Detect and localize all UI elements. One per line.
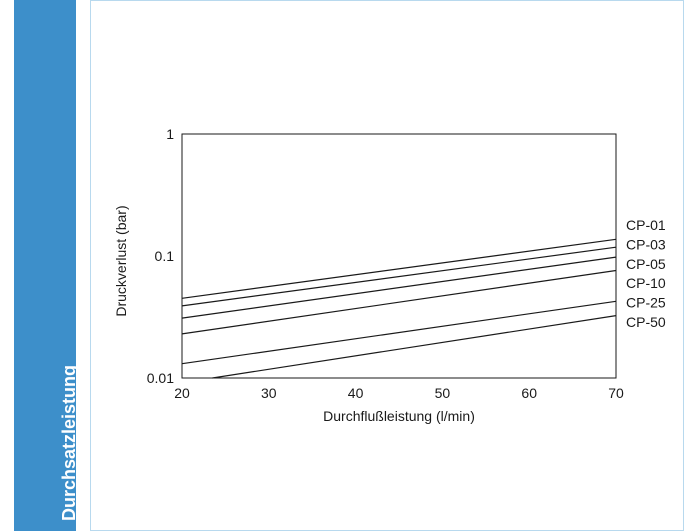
x-tick-label: 70: [608, 385, 624, 401]
x-tick-label: 20: [174, 385, 190, 401]
x-tick-label: 30: [261, 385, 277, 401]
series-label-cp-03: CP-03: [626, 236, 666, 252]
line-chart: 20 30 40 50 60 70 0.010.11 CP-01CP-03CP-05CP-…: [113, 126, 666, 424]
y-tick-label: 1: [166, 126, 174, 142]
series-line-cp-05: [181, 256, 617, 319]
series-line-cp-25: [181, 300, 617, 365]
y-axis-ticks: 0.01 0.1 1: [147, 126, 174, 386]
plot-frame: [181, 133, 617, 379]
x-axis-ticks: 20 30 40 50 60 70: [174, 385, 624, 401]
sidebar-title: Durchsatzleistung: [59, 364, 79, 521]
series-line-cp-01: [181, 238, 617, 299]
y-axis-label: Druckverlust (bar): [113, 205, 129, 316]
series-line-cp-03: [181, 246, 617, 307]
series-label-cp-50: CP-50: [626, 314, 666, 330]
series-lines: [181, 238, 617, 379]
x-axis-label: Durchflußleistung (l/min): [323, 408, 475, 424]
series-labels: CP-01 CP-03 CP-05 CP-10 CP-25 CP-50: [626, 217, 666, 330]
chart-panel: 20 30 40 50 60 70 0.01 0.1 1 CP-01 CP-03 CP-05 CP-…: [90, 0, 684, 531]
x-tick-label: 50: [435, 385, 451, 401]
sidebar-band: Durchsatzleistung: [14, 0, 79, 531]
series-label-cp-10: CP-10: [626, 275, 666, 291]
series-label-cp-05: CP-05: [626, 256, 666, 272]
series-line-cp-50: [212, 315, 617, 379]
y-tick-label: 0.1: [155, 248, 175, 264]
series-label-cp-25: CP-25: [626, 295, 666, 311]
x-tick-label: 40: [348, 385, 364, 401]
series-line-cp-10: [181, 269, 617, 335]
y-tick-label: 0.01: [147, 370, 174, 386]
series-label-cp-01: CP-01: [626, 217, 666, 233]
x-tick-label: 60: [521, 385, 537, 401]
